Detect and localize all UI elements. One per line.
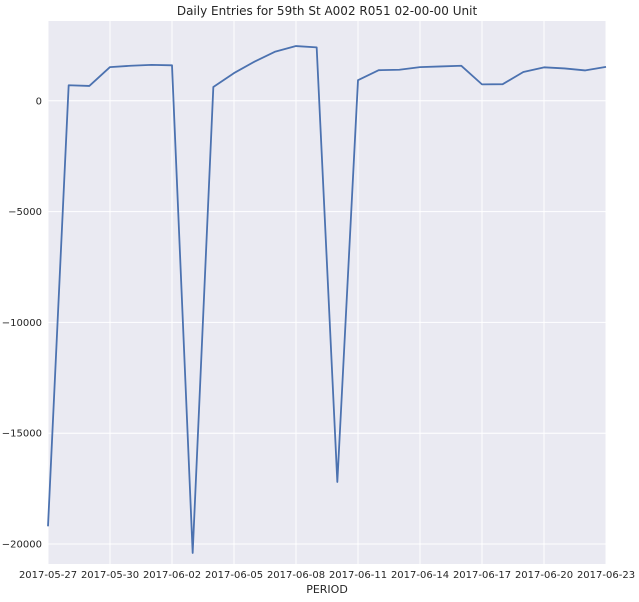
- y-gridlines: [48, 100, 606, 545]
- y-tick-label: −15000: [2, 429, 42, 440]
- x-tick-label: 2017-06-02: [143, 570, 201, 581]
- x-tick-label: 2017-06-23: [577, 570, 635, 581]
- series-line: [47, 45, 607, 554]
- x-tick-label: 2017-06-14: [391, 570, 449, 581]
- x-gridlines: [47, 21, 607, 564]
- x-axis-label: PERIOD: [306, 583, 348, 596]
- plot-area: [48, 21, 606, 564]
- y-tick-labels: 0 −5000 −10000 −15000 −20000: [2, 96, 42, 550]
- x-tick-label: 2017-06-17: [453, 570, 511, 581]
- x-tick-label: 2017-06-20: [515, 570, 573, 581]
- x-tick-label: 2017-06-11: [329, 570, 387, 581]
- x-tick-label: 2017-06-05: [205, 570, 263, 581]
- x-tick-labels: 2017-05-27 2017-05-30 2017-06-02 2017-06-05…: [19, 570, 635, 581]
- x-tick-label: 2017-05-27: [19, 570, 77, 581]
- y-tick-label: −10000: [2, 318, 42, 329]
- y-tick-label: 0: [36, 96, 42, 107]
- x-tick-label: 2017-05-30: [81, 570, 139, 581]
- chart-title: Daily Entries for 59th St A002 R051 02-0…: [177, 4, 478, 18]
- x-tick-label: 2017-06-08: [267, 570, 325, 581]
- y-tick-label: −20000: [2, 540, 42, 551]
- y-tick-label: −5000: [8, 207, 42, 218]
